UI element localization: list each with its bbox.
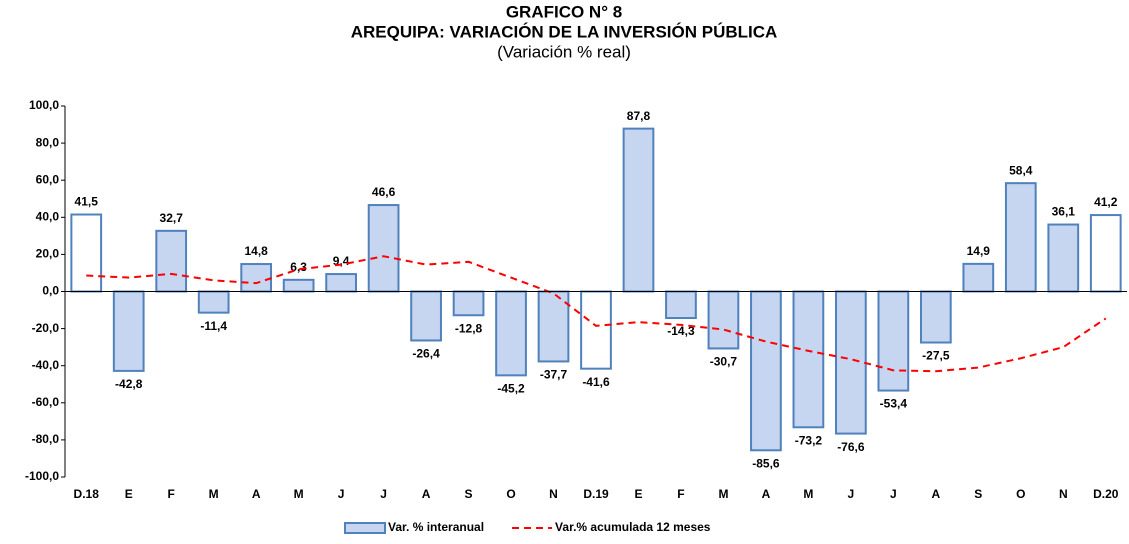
value-label: 58,4: [1009, 163, 1033, 177]
bar: [835, 290, 867, 435]
bar: [1004, 182, 1037, 293]
value-label: -85,6: [752, 456, 780, 470]
x-tick-label: A: [252, 487, 261, 501]
chart-subtitle: AREQUIPA: VARIACIÓN DE LA INVERSIÓN PÚBL…: [351, 22, 778, 41]
x-tick-label: D.19: [583, 487, 609, 501]
chart-note: (Variación % real): [497, 42, 631, 61]
value-label: 87,8: [627, 109, 651, 123]
bar: [537, 290, 570, 363]
x-tick-label: J: [380, 487, 387, 501]
bar: [155, 229, 188, 293]
x-tick-label: F: [677, 487, 684, 501]
bar: [367, 204, 400, 293]
x-tick-label: J: [890, 487, 897, 501]
x-tick-label: A: [762, 487, 771, 501]
bar: [1089, 214, 1122, 293]
value-label: 41,5: [75, 195, 99, 209]
y-tick-label: 20,0: [36, 247, 60, 261]
x-tick-label: M: [209, 487, 219, 501]
x-tick-label: J: [848, 487, 855, 501]
value-label: -76,6: [837, 440, 865, 454]
x-tick-label: E: [125, 487, 133, 501]
x-tick-label: A: [932, 487, 941, 501]
bar: [1047, 223, 1080, 293]
value-label: -12,8: [455, 321, 483, 335]
value-label: -73,2: [795, 433, 823, 447]
legend-label: Var.% acumulada 12 meses: [555, 520, 711, 534]
bar: [240, 263, 273, 293]
y-tick-label: 0,0: [42, 284, 59, 298]
x-tick-label: M: [718, 487, 728, 501]
x-tick-label: S: [974, 487, 982, 501]
value-label: 6,3: [290, 260, 307, 274]
value-label: 46,6: [372, 185, 396, 199]
bar: [792, 290, 825, 429]
value-label: -27,5: [922, 349, 950, 363]
bar: [877, 290, 910, 392]
x-tick-label: N: [549, 487, 558, 501]
x-tick-label: F: [168, 487, 175, 501]
bar: [580, 290, 612, 370]
y-tick-label: -100,0: [25, 469, 59, 483]
bar: [622, 127, 655, 293]
x-tick-label: D.18: [74, 487, 100, 501]
bar: [707, 290, 740, 350]
bar: [919, 290, 952, 344]
y-tick-label: -40,0: [32, 358, 60, 372]
legend-swatch: [344, 522, 386, 534]
y-tick-label: -20,0: [32, 321, 60, 335]
x-tick-label: O: [506, 487, 515, 501]
y-tick-label: 80,0: [36, 135, 60, 149]
bar: [197, 290, 230, 314]
value-label: 14,9: [967, 244, 991, 258]
y-tick-label: 60,0: [36, 172, 60, 186]
x-tick-label: M: [803, 487, 813, 501]
x-tick-label: E: [634, 487, 642, 501]
chart-title: GRAFICO N° 8: [506, 2, 622, 21]
bar: [70, 213, 103, 293]
value-label: 36,1: [1052, 205, 1076, 219]
bar: [282, 278, 315, 293]
bar: [112, 290, 145, 372]
bar: [325, 273, 357, 293]
bar: [495, 290, 527, 377]
bar: [750, 290, 782, 452]
value-label: -11,4: [200, 319, 227, 333]
value-label: -42,8: [115, 377, 143, 391]
value-label: 41,2: [1094, 195, 1118, 209]
value-label: -41,6: [582, 375, 610, 389]
bar: [665, 290, 697, 320]
value-label: 14,8: [244, 244, 268, 258]
x-tick-label: N: [1059, 487, 1068, 501]
y-tick-label: 40,0: [36, 209, 60, 223]
value-label: -30,7: [710, 355, 738, 369]
bar: [410, 290, 442, 342]
x-tick-label: O: [1016, 487, 1025, 501]
y-tick-label: -80,0: [32, 432, 60, 446]
x-tick-label: S: [465, 487, 473, 501]
value-label: -53,4: [880, 397, 908, 411]
legend-label: Var. % interanual: [388, 520, 484, 534]
value-label: -37,7: [540, 368, 568, 382]
value-label: 32,7: [160, 211, 184, 225]
y-tick-label: 100,0: [29, 98, 59, 112]
value-label: -14,3: [667, 324, 695, 338]
value-label: -26,4: [412, 347, 440, 361]
bar: [452, 290, 485, 317]
x-tick-label: A: [422, 487, 431, 501]
x-tick-label: M: [294, 487, 304, 501]
value-label: -45,2: [497, 382, 525, 396]
x-tick-label: D.20: [1093, 487, 1119, 501]
bar: [962, 262, 995, 293]
x-tick-label: J: [338, 487, 345, 501]
line: [86, 255, 1107, 373]
y-tick-label: -60,0: [32, 395, 60, 409]
